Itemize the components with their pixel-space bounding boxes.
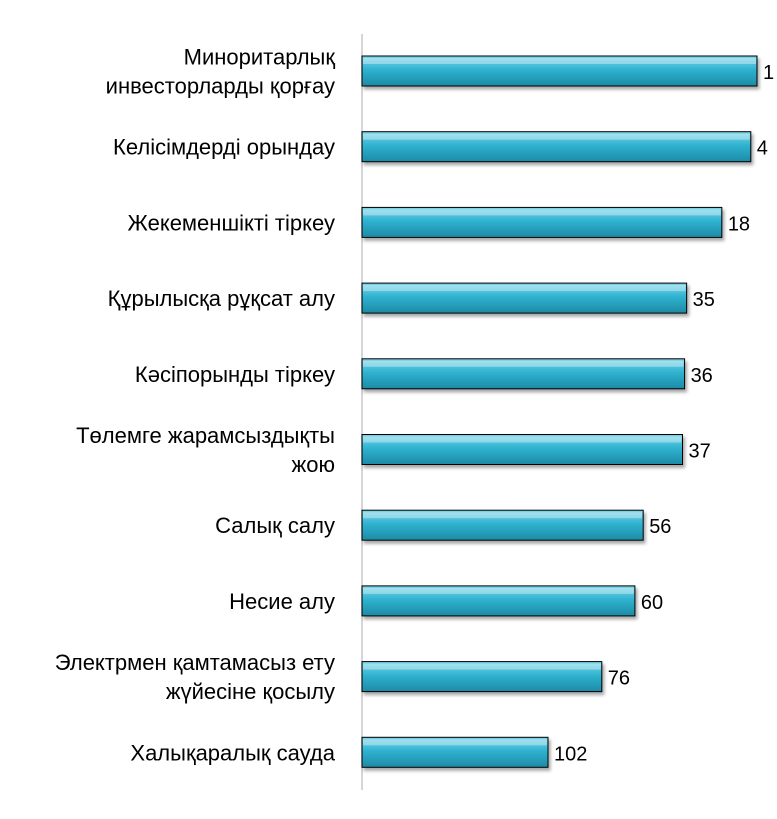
category-label-1: Келісімдерді орындау (113, 135, 335, 160)
category-label-line: Құрылысқа рұқсат алу (108, 286, 335, 311)
category-label-line: Келісімдерді орындау (113, 135, 335, 160)
category-label-4: Кәсіпорынды тіркеу (135, 362, 335, 387)
value-label-3: 35 (693, 289, 715, 311)
bar-highlight-0 (363, 58, 756, 64)
value-label-1: 4 (757, 138, 768, 160)
value-label-7: 60 (641, 592, 663, 614)
category-label-5: Төлемге жарамсыздықты жою (76, 423, 335, 477)
category-label-line: жою (292, 452, 335, 477)
category-label-line: жүйесіне қосылу (166, 679, 335, 704)
category-label-line: Электрмен қамтамасыз ету (55, 650, 335, 675)
category-label-line: Жекеменшікті тіркеу (128, 210, 335, 235)
bars-group: 1 Миноритарлық инвесторларды қорғау 4 Келісі… (55, 45, 774, 768)
category-label-line: инвесторларды қорғау (106, 74, 335, 99)
value-label-5: 37 (689, 441, 711, 463)
category-label-7: Несие алу (229, 589, 335, 614)
category-label-line: Кәсіпорынды тіркеу (135, 362, 335, 387)
bar-highlight-9 (363, 739, 547, 746)
bar-6 (361, 509, 644, 541)
value-label-2: 18 (728, 213, 750, 235)
category-label-line: Төлемге жарамсыздықты (76, 423, 335, 448)
category-label-0: Миноритарлық инвесторларды қорғау (106, 45, 336, 99)
bar-3 (361, 282, 688, 314)
category-label-3: Құрылысқа рұқсат алу (108, 286, 335, 311)
bar-highlight-7 (363, 587, 634, 594)
value-label-0: 1 (763, 62, 774, 84)
value-label-9: 102 (554, 743, 587, 765)
bar-highlight-6 (363, 512, 643, 519)
bar-highlight-4 (363, 360, 684, 367)
category-label-line: Халықаралық сауда (130, 740, 335, 765)
value-label-4: 36 (691, 365, 713, 387)
bar-highlight-8 (363, 663, 601, 670)
bar-0 (361, 55, 758, 87)
bar-highlight-1 (363, 133, 750, 140)
category-label-line: Салық салу (215, 513, 335, 538)
bar-2 (361, 206, 723, 238)
category-label-6: Салық салу (215, 513, 335, 538)
bar-highlight-2 (363, 209, 721, 216)
bar-1 (361, 131, 752, 163)
bar-4 (361, 358, 686, 390)
bar-9 (361, 736, 549, 768)
category-label-9: Халықаралық сауда (130, 740, 335, 765)
category-label-2: Жекеменшікті тіркеу (128, 210, 335, 235)
value-label-8: 76 (608, 668, 630, 690)
value-label-6: 56 (649, 516, 671, 538)
category-label-line: Миноритарлық (184, 45, 336, 70)
bar-8 (361, 661, 603, 693)
bar-7 (361, 585, 636, 617)
category-label-8: Электрмен қамтамасыз ету жүйесіне қосылу (55, 650, 335, 704)
bar-highlight-3 (363, 285, 686, 292)
bar-highlight-5 (363, 436, 682, 443)
bar-5 (361, 434, 684, 465)
category-label-line: Несие алу (229, 589, 335, 614)
